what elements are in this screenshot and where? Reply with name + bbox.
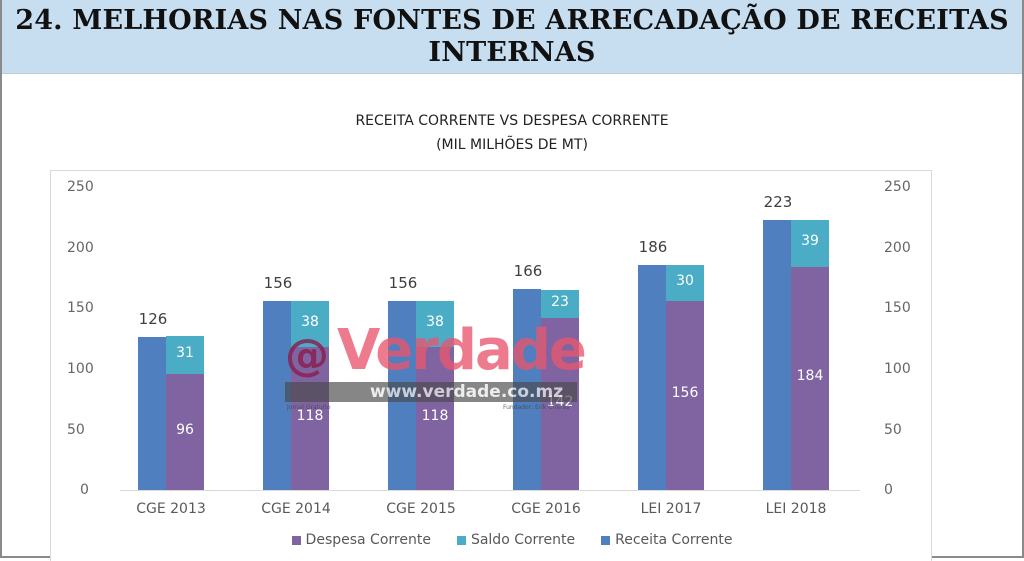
bar-saldo: [291, 300, 329, 347]
bar-total-label: 156: [263, 273, 293, 292]
x-tick-label: LEI 2017: [640, 501, 702, 517]
bar-total-label: 156: [388, 273, 418, 292]
legend-label: Despesa Corrente: [305, 532, 431, 548]
bar-receita: [763, 219, 791, 490]
y-tick-right: 250: [884, 179, 911, 195]
slide-title: 24. MELHORIAS NAS FONTES DE ARRECADAÇÃO …: [15, 5, 1009, 68]
bar-despesa: [291, 346, 329, 490]
bar-despesa: [541, 317, 579, 490]
y-tick-right: 100: [884, 361, 911, 377]
x-tick-label: LEI 2018: [765, 501, 827, 517]
bar-despesa-label: 96: [176, 421, 194, 438]
slide-border-right: [1022, 0, 1024, 558]
y-tick-left: 200: [67, 240, 94, 256]
y-tick-right: 0: [884, 482, 893, 498]
y-tick-left: 100: [67, 361, 94, 377]
legend-item-saldo: Saldo Corrente: [456, 532, 576, 548]
bar-saldo: [166, 336, 204, 374]
bar-total-label: 186: [638, 237, 668, 256]
y-tick-right: 200: [884, 240, 911, 256]
chart-title: RECEITA CORRENTE VS DESPESA CORRENTE: [355, 113, 669, 129]
legend-label: Receita Corrente: [615, 532, 733, 548]
legend-label: Saldo Corrente: [470, 532, 576, 548]
bar-total-label: 126: [138, 310, 168, 329]
x-tick-label: CGE 2015: [386, 501, 456, 517]
bar-saldo-label: 38: [301, 313, 319, 330]
bar-despesa: [791, 266, 829, 490]
y-tick-left: 150: [67, 300, 94, 316]
slide-border-left: [0, 0, 2, 558]
bar-despesa: [416, 346, 454, 490]
bar-saldo-label: 30: [676, 272, 694, 289]
bar-receita: [513, 288, 541, 490]
bar-receita: [388, 300, 416, 490]
bar-saldo: [791, 219, 829, 267]
y-tick-right: 50: [884, 422, 902, 438]
y-tick-left: 250: [67, 179, 94, 195]
y-tick-left: 50: [67, 422, 85, 438]
x-axis-line: [120, 490, 860, 491]
bar-despesa-label: 118: [421, 408, 449, 425]
chart-subtitle: (MIL MILHÕES DE MT): [436, 137, 588, 153]
bar-total-label: 223: [763, 192, 793, 211]
bar-saldo-label: 39: [801, 233, 819, 250]
bar-receita: [138, 337, 166, 490]
y-tick-right: 150: [884, 300, 911, 316]
bar-saldo-label: 38: [426, 313, 444, 330]
y-tick-left: 0: [80, 482, 89, 498]
legend-item-receita: Receita Corrente: [601, 532, 732, 548]
legend-swatch-despesa: [291, 535, 301, 545]
slide-header: 24. MELHORIAS NAS FONTES DE ARRECADAÇÃO …: [2, 0, 1022, 74]
legend-swatch-receita: [601, 535, 611, 545]
bar-despesa-label: 118: [296, 408, 324, 425]
x-tick-label: CGE 2013: [136, 501, 206, 517]
bar-saldo-label: 23: [551, 293, 569, 310]
bar-despesa-label: 156: [671, 385, 699, 402]
legend-swatch-saldo: [456, 535, 466, 545]
bar-despesa: [166, 373, 204, 490]
bar-total-label: 166: [513, 261, 543, 280]
x-tick-label: CGE 2014: [261, 501, 331, 517]
legend-item-despesa: Despesa Corrente: [291, 532, 431, 548]
bar-saldo: [666, 264, 704, 301]
bar-despesa: [666, 300, 704, 490]
chart-legend: Despesa Corrente Saldo Corrente Receita …: [0, 532, 1024, 548]
bar-saldo-label: 31: [176, 344, 194, 361]
bar-saldo: [416, 300, 454, 347]
bar-saldo: [541, 290, 579, 318]
bar-receita: [638, 264, 666, 490]
x-tick-label: CGE 2016: [511, 501, 581, 517]
bar-despesa-label: 184: [796, 368, 824, 385]
bar-receita: [263, 300, 291, 490]
bar-despesa-label: 142: [546, 393, 574, 410]
